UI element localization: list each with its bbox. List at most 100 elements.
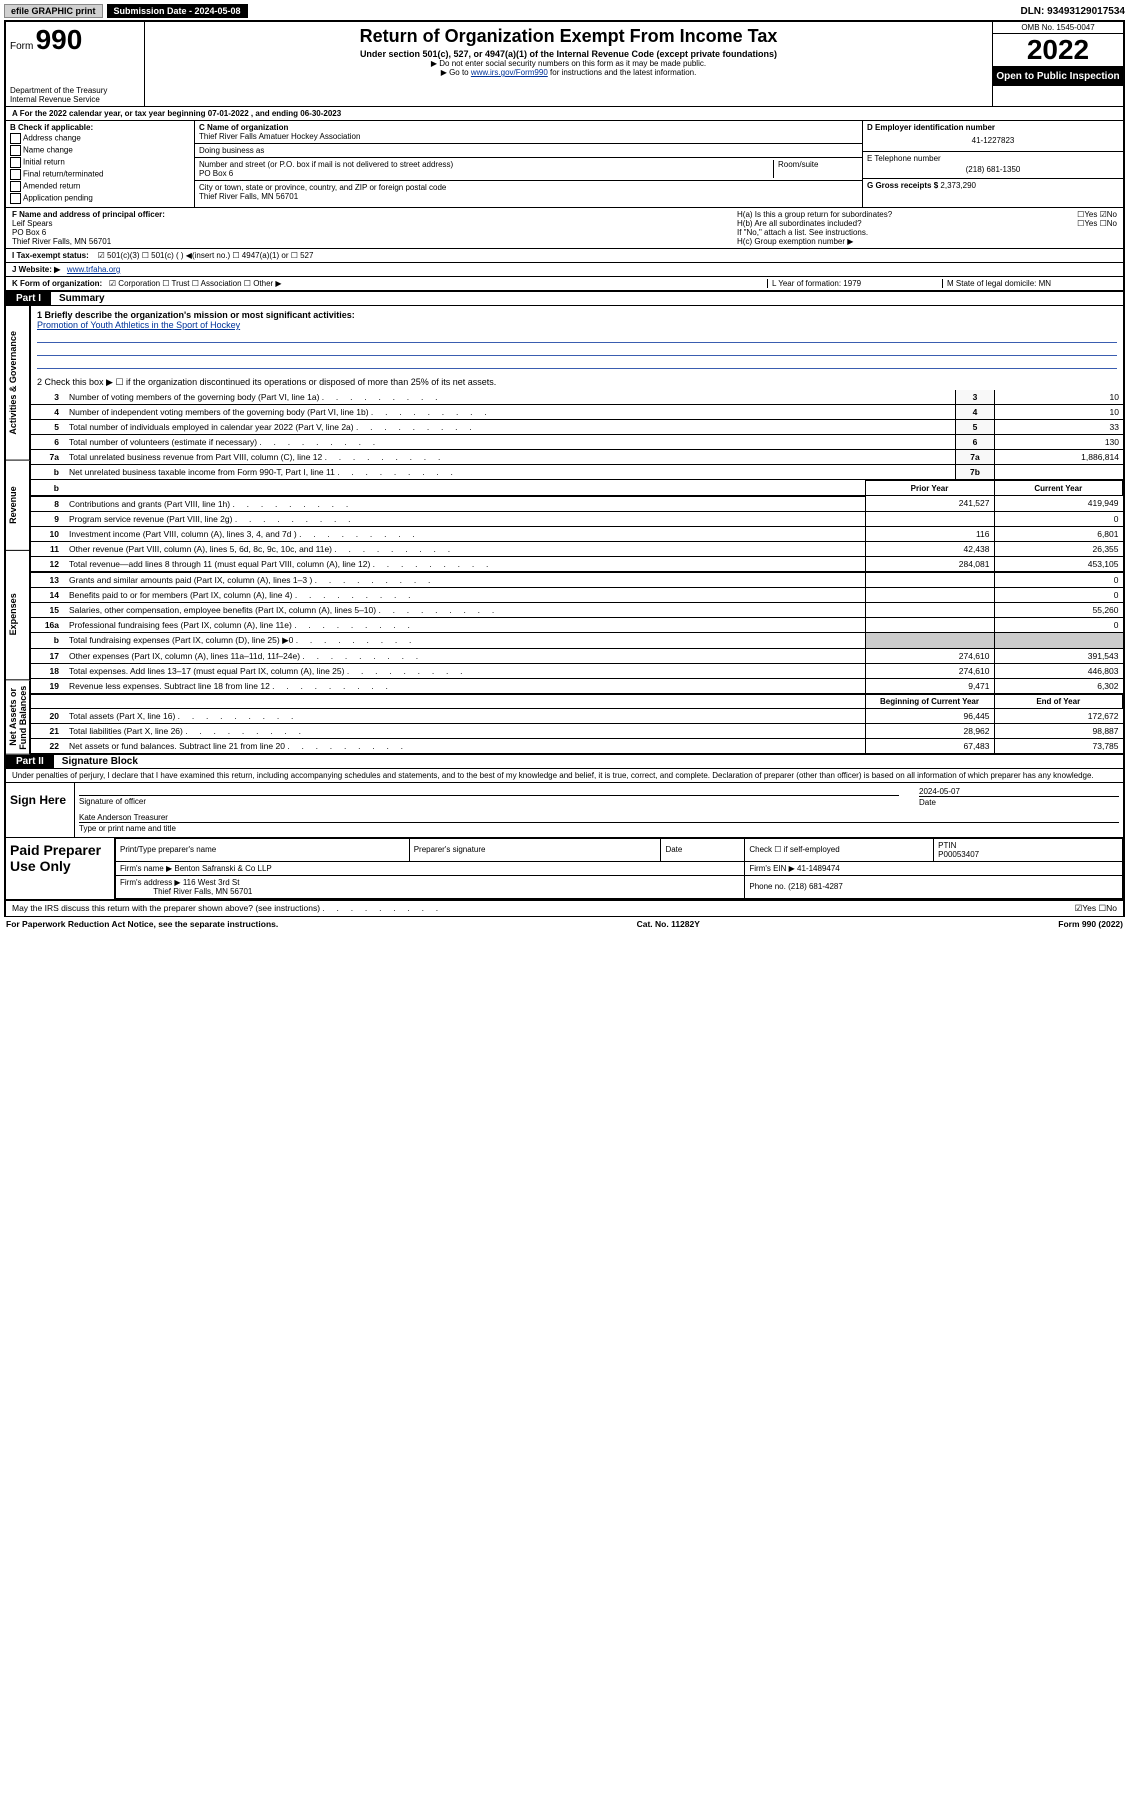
table-row: 19Revenue less expenses. Subtract line 1… xyxy=(31,678,1123,694)
d-label: D Employer identification number xyxy=(867,123,1119,132)
bottom-line: For Paperwork Reduction Act Notice, see … xyxy=(4,917,1125,931)
phone-value: (218) 681-1350 xyxy=(867,163,1119,176)
ein-value: 41-1227823 xyxy=(867,132,1119,149)
row-j: J Website: ▶ www.trfaha.org xyxy=(4,263,1125,277)
chk-name-change[interactable]: Name change xyxy=(10,145,190,156)
sign-block: Sign Here Signature of officer 2024-05-0… xyxy=(4,783,1125,838)
chk-label: Application pending xyxy=(23,194,93,203)
q1-label: 1 Briefly describe the organization's mi… xyxy=(37,310,355,320)
prep-name-label: Print/Type preparer's name xyxy=(116,838,410,861)
officer-addr2: Thief River Falls, MN 56701 xyxy=(12,237,725,246)
org-address: PO Box 6 xyxy=(199,169,773,178)
table-row: 14Benefits paid to or for members (Part … xyxy=(31,587,1123,602)
hc-row: H(c) Group exemption number ▶ xyxy=(737,237,1117,246)
prep-selfemp: Check ☐ if self-employed xyxy=(745,838,934,861)
ein-label: Firm's EIN ▶ xyxy=(749,864,794,873)
chk-final-return[interactable]: Final return/terminated xyxy=(10,169,190,180)
mission-line xyxy=(37,358,1117,369)
form-label: Form xyxy=(10,41,33,52)
phone-row: E Telephone number (218) 681-1350 xyxy=(863,152,1123,179)
table-row: 13Grants and similar amounts paid (Part … xyxy=(31,572,1123,588)
addr-row: Number and street (or P.O. box if mail i… xyxy=(195,158,862,181)
discuss-text: May the IRS discuss this return with the… xyxy=(12,903,438,914)
city-row: City or town, state or province, country… xyxy=(195,181,862,203)
gov-table: 3Number of voting members of the governi… xyxy=(31,390,1123,480)
table-row: 5Total number of individuals employed in… xyxy=(31,420,1123,435)
part-ii-bar: Part II Signature Block xyxy=(4,755,1125,769)
chk-amended-return[interactable]: Amended return xyxy=(10,181,190,192)
ptin-value: P00053407 xyxy=(938,850,979,859)
vlabel-exp: Expenses xyxy=(6,550,30,680)
hdr-begin: Beginning of Current Year xyxy=(865,694,994,709)
h-block: H(a) Is this a group return for subordin… xyxy=(731,208,1123,248)
chk-address-change[interactable]: Address change xyxy=(10,133,190,144)
f-block: F Name and address of principal officer:… xyxy=(6,208,731,248)
table-row: 12Total revenue—add lines 8 through 11 (… xyxy=(31,556,1123,572)
table-row: 9Program service revenue (Part VIII, lin… xyxy=(31,511,1123,526)
row-klm: K Form of organization: ☑ Corporation ☐ … xyxy=(4,277,1125,292)
hb-answer: ☐Yes ☐No xyxy=(1077,219,1117,228)
rev-header: b Prior Year Current Year xyxy=(31,481,1123,496)
chk-initial-return[interactable]: Initial return xyxy=(10,157,190,168)
header-mid: Return of Organization Exempt From Incom… xyxy=(145,22,992,106)
chk-label: Amended return xyxy=(23,182,80,191)
officer-printed-name: Kate Anderson Treasurer xyxy=(79,813,1119,822)
irs-label: Internal Revenue Service xyxy=(10,95,140,104)
submission-date-button[interactable]: Submission Date - 2024-05-08 xyxy=(107,4,248,18)
cat-no: Cat. No. 11282Y xyxy=(637,919,700,929)
firm-addr-cell: Firm's address ▶ 116 West 3rd St Thief R… xyxy=(116,875,745,898)
prep-sig-label: Preparer's signature xyxy=(409,838,661,861)
ha-row: H(a) Is this a group return for subordin… xyxy=(737,210,1117,219)
officer-name: Leif Spears xyxy=(12,219,725,228)
efile-button[interactable]: efile GRAPHIC print xyxy=(4,4,103,18)
ptin-label: PTIN xyxy=(938,841,956,850)
table-row: 10Investment income (Part VIII, column (… xyxy=(31,526,1123,541)
form-subtitle: Under section 501(c), 527, or 4947(a)(1)… xyxy=(151,49,986,59)
form-title: Return of Organization Exempt From Incom… xyxy=(151,26,986,47)
vlabel-net: Net Assets or Fund Balances xyxy=(6,681,30,755)
summary-body: 1 Briefly describe the organization's mi… xyxy=(31,306,1123,755)
preparer-block: Paid Preparer Use Only Print/Type prepar… xyxy=(4,838,1125,901)
chk-label: Initial return xyxy=(23,158,65,167)
pra-notice: For Paperwork Reduction Act Notice, see … xyxy=(6,919,278,929)
omb-number: OMB No. 1545-0047 xyxy=(993,22,1123,34)
firm-ein-cell: Firm's EIN ▶ 41-1489474 xyxy=(745,861,1123,875)
ein-row: D Employer identification number 41-1227… xyxy=(863,121,1123,152)
city-label: City or town, state or province, country… xyxy=(199,183,858,192)
sign-right: Signature of officer 2024-05-07 Date Kat… xyxy=(75,783,1123,837)
officer-addr1: PO Box 6 xyxy=(12,228,725,237)
dba-row: Doing business as xyxy=(195,144,862,158)
discuss-row: May the IRS discuss this return with the… xyxy=(4,901,1125,917)
table-row: 16aProfessional fundraising fees (Part I… xyxy=(31,617,1123,632)
k-block: K Form of organization: ☑ Corporation ☐ … xyxy=(12,279,767,288)
open-to-public: Open to Public Inspection xyxy=(993,67,1123,86)
col-b: B Check if applicable: Address change Na… xyxy=(6,121,195,207)
sig-officer-label: Signature of officer xyxy=(79,797,899,806)
hdr-end: End of Year xyxy=(994,694,1123,709)
firm-name: Benton Safranski & Co LLP xyxy=(174,864,271,873)
firm-addr2: Thief River Falls, MN 56701 xyxy=(153,887,252,896)
top-bar: efile GRAPHIC print Submission Date - 20… xyxy=(4,4,1125,18)
q2-text: 2 Check this box ▶ ☐ if the organization… xyxy=(31,371,1123,390)
firm-addr1: 116 West 3rd St xyxy=(183,878,240,887)
firm-ein: 41-1489474 xyxy=(797,864,840,873)
note2-prefix: ▶ Go to xyxy=(441,68,471,77)
chk-application-pending[interactable]: Application pending xyxy=(10,193,190,204)
prep-row1: Print/Type preparer's name Preparer's si… xyxy=(116,838,1123,861)
c-name-label: C Name of organization xyxy=(199,123,858,132)
preparer-right: Print/Type preparer's name Preparer's si… xyxy=(115,838,1123,899)
note2-suffix: for instructions and the latest informat… xyxy=(550,68,696,77)
website-link[interactable]: www.trfaha.org xyxy=(67,265,120,274)
m-block: M State of legal domicile: MN xyxy=(942,279,1117,288)
mission-line xyxy=(37,332,1117,343)
firm-addr-label: Firm's address ▶ xyxy=(120,878,181,887)
j-label: J Website: ▶ xyxy=(12,265,60,274)
form-note2: ▶ Go to www.irs.gov/Form990 for instruct… xyxy=(151,68,986,77)
i-options: ☑ 501(c)(3) ☐ 501(c) ( ) ◀(insert no.) ☐… xyxy=(98,251,314,260)
instructions-link[interactable]: www.irs.gov/Form990 xyxy=(471,68,548,77)
table-row: 4Number of independent voting members of… xyxy=(31,405,1123,420)
e-label: E Telephone number xyxy=(867,154,1119,163)
mission-text[interactable]: Promotion of Youth Athletics in the Spor… xyxy=(37,320,240,330)
addr-label: Number and street (or P.O. box if mail i… xyxy=(199,160,773,169)
firm-label: Firm's name ▶ xyxy=(120,864,172,873)
